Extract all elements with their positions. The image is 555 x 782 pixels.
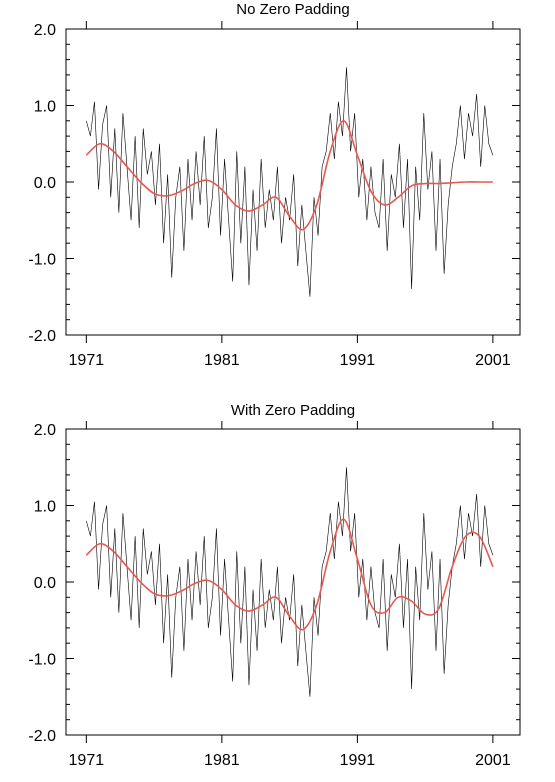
chart-title: No Zero Padding — [236, 1, 349, 18]
raw-series-line — [86, 467, 494, 697]
y-tick-label: -1.0 — [28, 252, 56, 269]
y-tick-label: -2.0 — [28, 728, 56, 745]
y-tick-label: 0.0 — [34, 575, 56, 592]
raw-series-line — [86, 67, 494, 297]
x-tick-label: 1971 — [69, 752, 105, 769]
chart-title: With Zero Padding — [231, 402, 355, 419]
y-tick-label: 2.0 — [34, 22, 56, 39]
smoothed-series-line — [85, 518, 494, 631]
x-tick-label: 1971 — [69, 352, 105, 369]
y-tick-label: 2.0 — [34, 422, 56, 439]
chart-panel-bottom: With Zero Padding -2.0 -1.0 0.0 1.0 2.0 1971… — [28, 402, 521, 769]
x-tick-label: 1991 — [340, 752, 376, 769]
y-axis: -2.0 -1.0 0.0 1.0 2.0 — [28, 22, 520, 345]
x-axis: 1971 1981 1991 2001 — [69, 21, 511, 369]
x-tick-label: 2001 — [475, 752, 511, 769]
y-tick-label: -2.0 — [28, 328, 56, 345]
y-tick-label: 1.0 — [34, 99, 56, 116]
y-tick-label: -1.0 — [28, 652, 56, 669]
smoothed-series-line — [85, 120, 493, 231]
y-tick-label: 0.0 — [34, 175, 56, 192]
x-tick-label: 1981 — [204, 352, 240, 369]
y-axis: -2.0 -1.0 0.0 1.0 2.0 — [28, 422, 520, 745]
chart-panel-top: No Zero Padding -2.0-1.00.01.02.0 1971 19… — [28, 1, 521, 369]
x-axis: 1971 1981 1991 2001 — [69, 421, 511, 769]
plot-area — [85, 467, 494, 697]
x-tick-label: 2001 — [475, 352, 511, 369]
y-tick-label: 1.0 — [34, 499, 56, 516]
plot-area — [85, 67, 494, 297]
x-tick-label: 1991 — [340, 352, 376, 369]
x-tick-label: 1981 — [204, 752, 240, 769]
